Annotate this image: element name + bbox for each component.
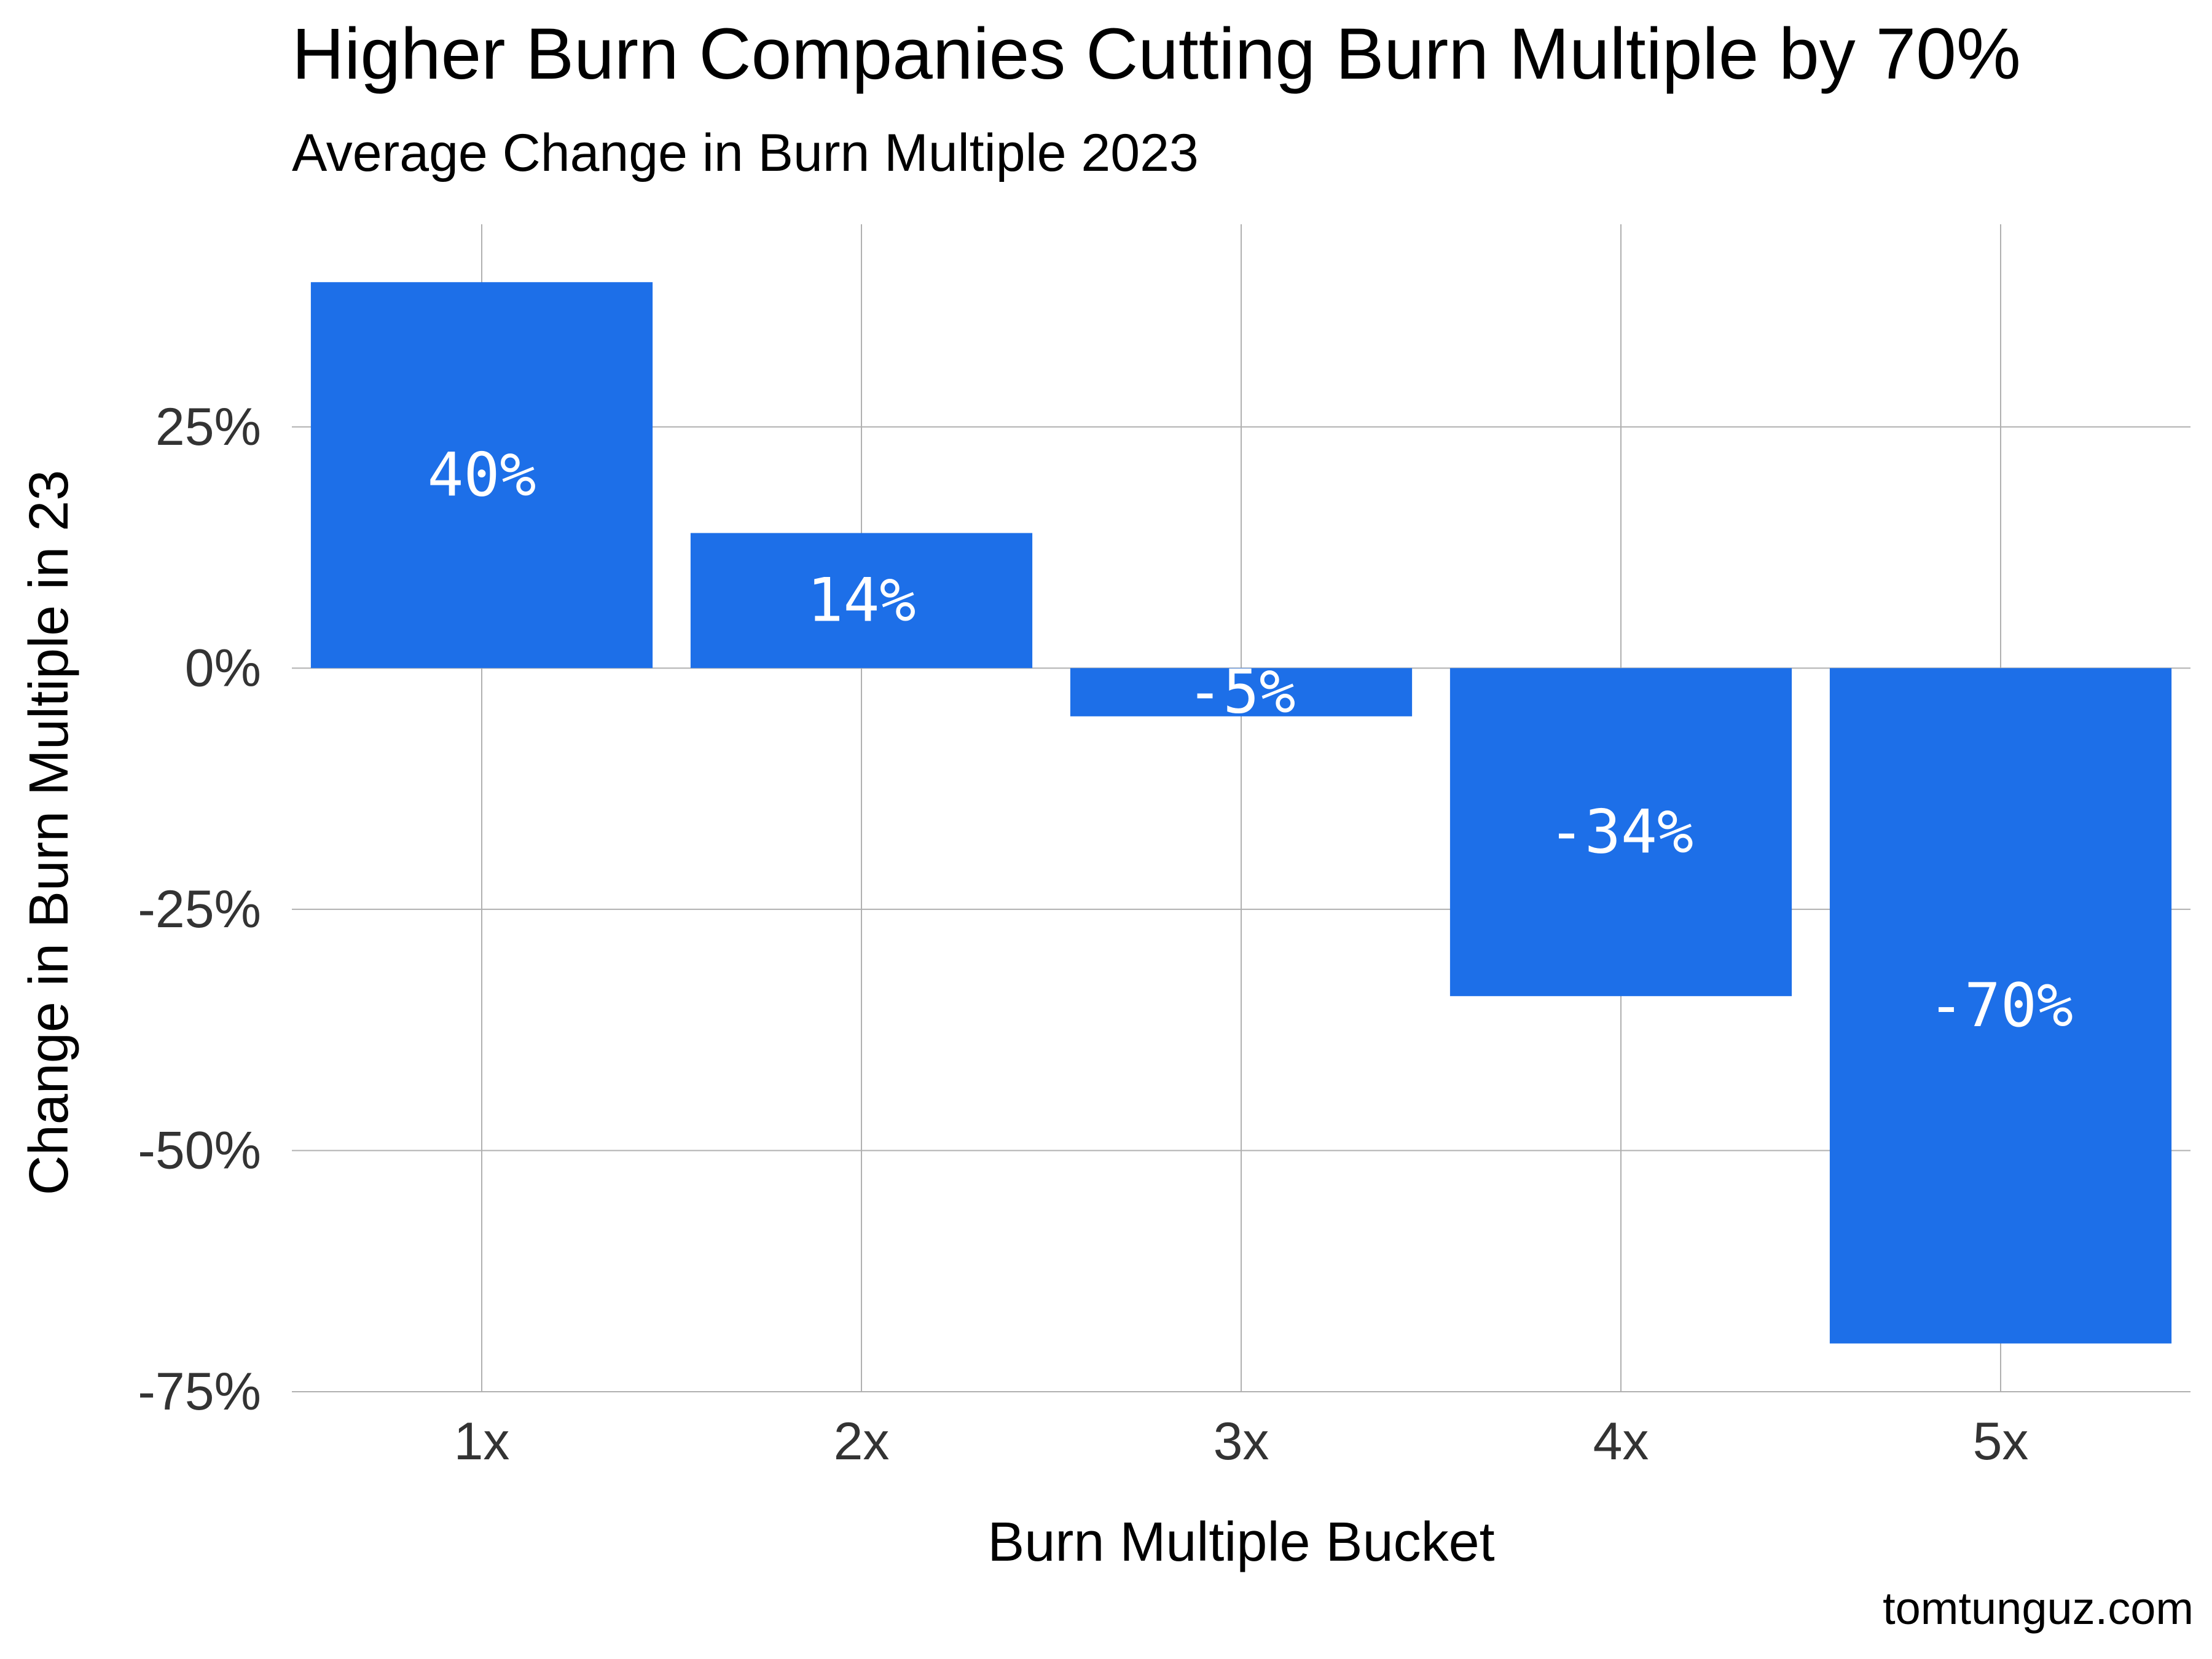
y-tick-label: -50%	[138, 1121, 261, 1180]
chart-title: Higher Burn Companies Cutting Burn Multi…	[292, 14, 2021, 95]
bar-value-label: -70%	[1928, 971, 2073, 1041]
x-tick-label: 3x	[1214, 1412, 1269, 1471]
source-credit: tomtunguz.com	[1883, 1583, 2194, 1634]
bar-4x	[1449, 668, 1792, 997]
bar-value-label: 40%	[427, 440, 536, 510]
x-tick-label: 1x	[454, 1412, 510, 1471]
x-tick-label: 5x	[1973, 1412, 2029, 1471]
bar-value-label: -34%	[1548, 797, 1693, 867]
bar-3x	[1070, 668, 1413, 716]
bar-value-labels: 40% 14% -5% -34% -70%	[427, 440, 2073, 1041]
x-axis-ticks: 1x 2x 3x 4x 5x	[454, 1412, 2029, 1471]
y-tick-label: -25%	[138, 880, 261, 939]
bar-value-label: -5%	[1186, 657, 1295, 728]
bars	[310, 282, 2172, 1344]
y-axis-ticks: 25% 0% -25% -50% -75%	[138, 398, 261, 1421]
y-axis-title: Change in Burn Multiple in 23	[18, 470, 80, 1196]
bar-value-label: 14%	[807, 565, 916, 635]
bar-1x	[310, 282, 653, 669]
bar-5x	[1829, 668, 2172, 1344]
y-tick-label: -75%	[138, 1362, 261, 1421]
chart-subtitle: Average Change in Burn Multiple 2023	[292, 124, 1199, 182]
x-tick-label: 2x	[834, 1412, 890, 1471]
x-tick-label: 4x	[1593, 1412, 1649, 1471]
x-axis-title: Burn Multiple Bucket	[987, 1512, 1494, 1573]
y-tick-label: 0%	[185, 638, 261, 697]
y-tick-label: 25%	[155, 398, 261, 457]
bar-2x	[690, 533, 1033, 669]
